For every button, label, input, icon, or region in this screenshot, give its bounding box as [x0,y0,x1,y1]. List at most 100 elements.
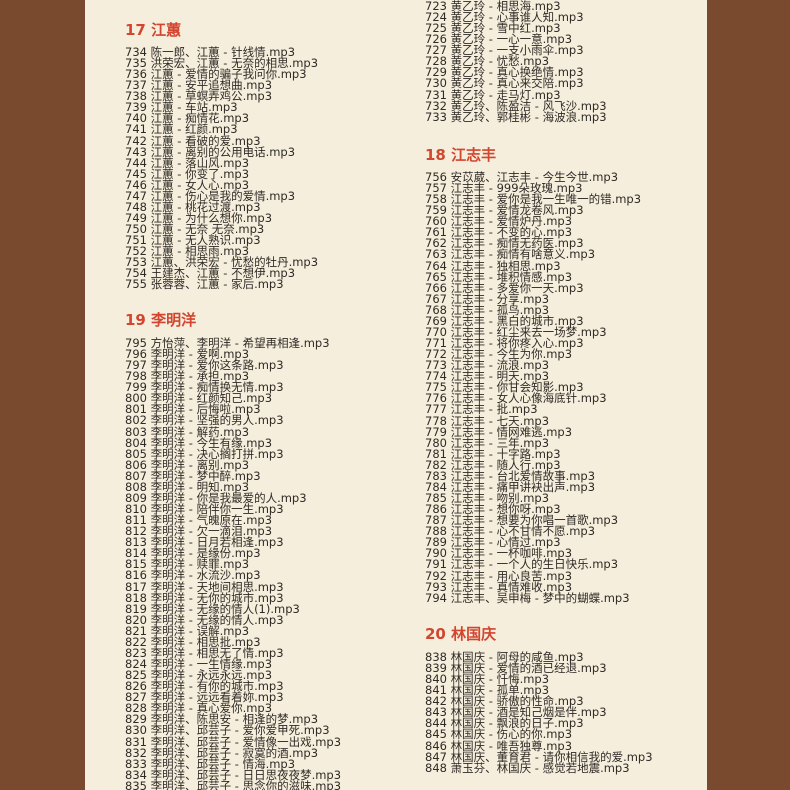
song-item: 755 张蓉蓉、江蕙 - 家后.mp3 [125,277,284,292]
song-item: 783 江志丰 - 台北爱情故事.mp3 [425,468,596,483]
song-item: 819 李明洋 - 无缘的情人(1).mp3 [125,601,300,616]
song-item: 749 江蕙 - 为什么想你.mp3 [125,211,273,226]
section-heading: 18 江志丰 [425,146,497,164]
song-item: 792 江志丰 - 用心良苦.mp3 [425,568,573,583]
song-item: 815 李明洋 - 赎罪.mp3 [125,557,250,572]
song-item: 737 江蕙 - 安平追想曲.mp3 [125,78,273,93]
song-item: 829 李明洋、陈思安 - 相逢的梦.mp3 [125,712,319,727]
song-item: 808 李明洋 - 明知.mp3 [125,479,250,494]
song-item: 734 陈一郎、江蕙 - 针线情.mp3 [125,45,296,59]
paper [85,0,707,790]
song-item: 738 江蕙 - 草螟弄鸡公.mp3 [125,89,273,104]
song-item: 818 李明洋 - 无你的城市.mp3 [125,590,284,605]
song-item: 771 江志丰 - 将你疼入心.mp3 [425,336,584,351]
song-item: 763 江志丰 - 痴情有啥意义.mp3 [425,247,596,262]
section-heading: 20 林国庆 [425,625,497,643]
song-item: 726 黄乙玲 - 一心一意.mp3 [425,32,573,47]
song-item: 764 江志丰 - 独相思.mp3 [425,258,561,273]
song-item: 780 江志丰 - 三年.mp3 [425,435,550,450]
section-heading: 19 李明洋 [125,311,197,329]
song-item: 828 李明洋 - 真心爱你.mp3 [125,701,273,716]
song-item: 756 安苡葳、江志丰 - 今生今世.mp3 [425,170,619,184]
song-item: 760 江志丰 - 爱情炉丹.mp3 [425,214,573,229]
song-item: 739 江蕙 - 车站.mp3 [125,100,238,115]
song-item: 821 李明洋 - 误解.mp3 [125,623,250,638]
song-item: 830 李明洋、邱芸子 - 爱你爱甲死.mp3 [125,723,330,738]
song-item: 846 林国庆 - 唯吾独尊.mp3 [425,738,573,753]
song-item: 834 李明洋、邱芸子 - 日日思夜夜梦.mp3 [125,767,342,782]
song-item: 822 李明洋 - 相思批.mp3 [125,634,261,649]
song-item: 833 李明洋、邱芸子 - 情海.mp3 [125,756,296,771]
song-item: 754 王建杰、江蕙 - 不想伊.mp3 [125,266,296,281]
song-item: 795 方怡萍、李明洋 - 希望再相逢.mp3 [125,336,330,350]
song-item: 826 李明洋 - 有你的城市.mp3 [125,679,284,694]
song-item: 844 林国庆 - 飘浪的日子.mp3 [425,716,584,731]
song-item: 786 江志丰 - 想你呀.mp3 [425,502,561,517]
song-item: 798 李明洋 - 承担.mp3 [125,369,250,384]
song-item: 732 黄乙玲、陈盈洁 - 风飞沙.mp3 [425,98,607,113]
song-item: 774 江志丰 - 明天.mp3 [425,369,550,384]
song-item: 728 黄乙玲 - 忧愁.mp3 [425,54,550,69]
song-item: 757 江志丰 - 999朵玫瑰.mp3 [425,181,583,196]
song-item: 740 江蕙 - 痴情花.mp3 [125,111,250,126]
song-item: 820 李明洋 - 无缘的情人.mp3 [125,612,284,627]
song-item: 796 李明洋 - 爱啊.mp3 [125,347,250,362]
song-item: 765 江志丰 - 堆积情感.mp3 [425,269,573,284]
song-item: 742 江蕙 - 看破的爱.mp3 [125,133,261,148]
song-item: 784 江志丰 - 痛甲讲袂出声.mp3 [425,479,596,494]
song-item: 831 李明洋、邱芸子 - 爱情像一出戏.mp3 [125,734,342,749]
song-item: 724 黄乙玲 - 心事谁人知.mp3 [425,10,584,25]
song-item: 772 江志丰 - 今生为你.mp3 [425,347,573,362]
song-item: 729 黄乙玲 - 真心换绝情.mp3 [425,65,584,80]
song-item: 723 黄乙玲 - 相思海.mp3 [425,0,561,13]
song-item: 794 江志丰、吴申梅 - 梦中的蝴蝶.mp3 [425,590,630,605]
song-item: 806 李明洋 - 离别.mp3 [125,457,250,472]
song-item: 753 江蕙、洪荣宏 - 忧愁的牡丹.mp3 [125,255,319,270]
song-item: 825 李明洋 - 永远永远.mp3 [125,668,273,683]
song-item: 805 李明洋 - 决心搁打拼.mp3 [125,446,284,461]
song-item: 752 江蕙 - 相思雨.mp3 [125,244,250,259]
song-item: 730 黄乙玲 - 真心来交陪.mp3 [425,76,584,91]
song-item: 773 江志丰 - 流浪.mp3 [425,358,550,373]
song-item: 741 江蕙 - 红颜.mp3 [125,122,238,137]
song-item: 746 江蕙 - 女人心.mp3 [125,177,250,192]
song-item: 744 江蕙 - 落山风.mp3 [125,155,250,170]
song-item: 762 江志丰 - 痴情无药医.mp3 [425,236,584,251]
song-item: 775 江志丰 - 你甘会知影.mp3 [425,380,584,395]
song-item: 747 江蕙 - 伤心是我的爱情.mp3 [125,188,296,203]
song-item: 793 江志丰 - 真情难收.mp3 [425,579,573,594]
song-item: 827 李明洋 - 远远看着妳.mp3 [125,690,284,705]
song-item: 759 江志丰 - 爱情龙卷风.mp3 [425,203,584,218]
song-item: 782 江志丰 - 随人行.mp3 [425,457,561,472]
song-item: 797 李明洋 - 爱你这条路.mp3 [125,358,284,373]
song-item: 787 江志丰 - 想要为你唱一首歌.mp3 [425,513,619,528]
song-item: 743 江蕙 - 离别的公用电话.mp3 [125,144,296,159]
song-item: 768 江志丰 - 孤鸟.mp3 [425,302,550,317]
song-item: 802 李明洋 - 坚强的男人.mp3 [125,413,284,428]
song-item: 840 林国庆 - 忏悔.mp3 [425,672,550,687]
song-item: 812 李明洋 - 欠一滴泪.mp3 [125,524,273,539]
song-item: 745 江蕙 - 你变了.mp3 [125,166,250,181]
song-item: 736 江蕙 - 爱情的骗子我问你.mp3 [125,67,307,82]
song-item: 800 李明洋 - 红颜知己.mp3 [125,391,273,406]
song-item: 725 黄乙玲 - 雪中红.mp3 [425,21,561,36]
song-item: 799 李明洋 - 痴情换无情.mp3 [125,380,284,395]
song-item: 769 江志丰 - 黑白的城市.mp3 [425,313,584,328]
section-heading: 17 江蕙 [125,21,182,39]
song-item: 733 黄乙玲、郭桂彬 - 海波浪.mp3 [425,109,607,124]
song-item: 810 李明洋 - 陪伴你一生.mp3 [125,502,284,517]
song-item: 776 江志丰 - 女人心像海底针.mp3 [425,391,607,406]
song-item: 779 江志丰 - 情网难逃.mp3 [425,424,573,439]
song-item: 791 江志丰 - 一个人的生日快乐.mp3 [425,557,619,572]
song-item: 766 江志丰 - 多爱你一天.mp3 [425,280,584,295]
song-item: 727 黄乙玲 - 一支小雨伞.mp3 [425,43,584,58]
song-item: 758 江志丰 - 爱你是我一生唯一的错.mp3 [425,192,642,207]
song-item: 770 江志丰 - 红尘来去一场梦.mp3 [425,324,607,339]
song-item: 767 江志丰 - 分享.mp3 [425,291,550,306]
song-item: 847 林国庆、董育君 - 请你相信我的爱.mp3 [425,749,653,764]
song-item: 838 林国庆 - 阿母的咸鱼.mp3 [425,650,584,664]
song-item: 832 李明洋、邱芸子 - 寂寞的酒.mp3 [125,745,319,760]
song-item: 813 李明洋 - 日月若相逢.mp3 [125,535,284,550]
song-item: 817 李明洋 - 天地间相思.mp3 [125,579,284,594]
